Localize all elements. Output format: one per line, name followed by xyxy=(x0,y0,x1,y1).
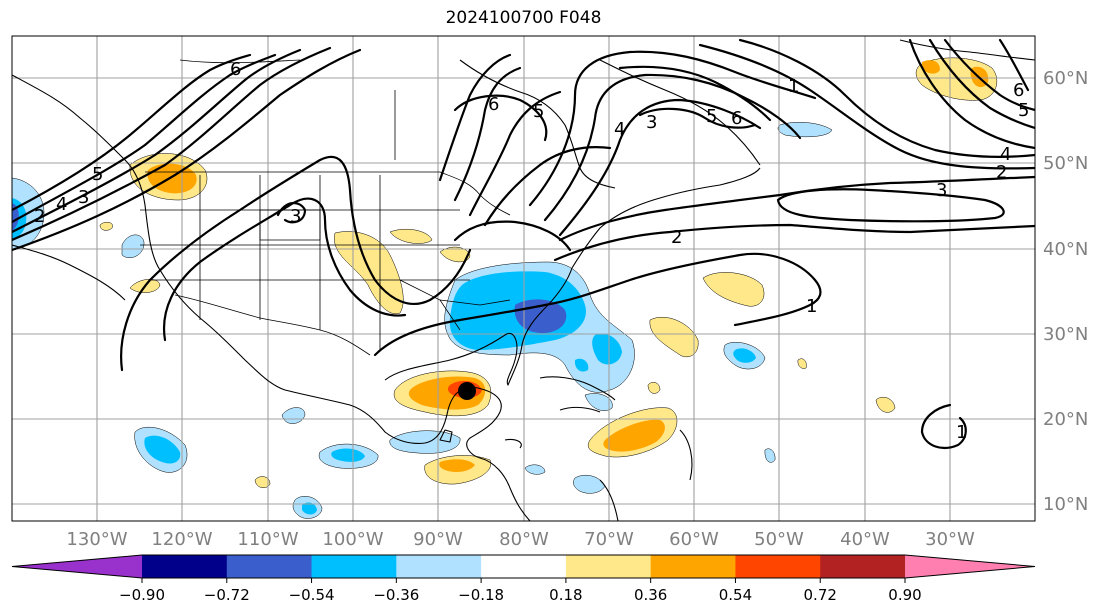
hurricane-center-marker xyxy=(458,382,476,400)
contour-label: 6 xyxy=(1013,80,1024,101)
contour-label: 5 xyxy=(1018,100,1029,121)
lon-label: 30°W xyxy=(925,529,975,550)
colorbar-tick-label: 0.18 xyxy=(549,586,582,604)
lat-label: 20°N xyxy=(1043,409,1088,430)
contour-label: 2 xyxy=(996,162,1007,183)
contour-label: 3 xyxy=(646,112,657,133)
contour-label: 6 xyxy=(230,59,241,80)
lon-label: 40°W xyxy=(840,529,890,550)
contour-label-group: 6 5 3 4 2 3 6 5 4 3 5 6 3 1 2 1 4 2 6 5 … xyxy=(34,59,1029,443)
colorbar-segment xyxy=(311,555,397,578)
contour-label: 1 xyxy=(956,422,967,443)
lon-label: 50°W xyxy=(754,529,804,550)
contour-label: 3 xyxy=(290,206,301,227)
map-frame xyxy=(11,35,1036,522)
colorbar-segment xyxy=(481,555,567,578)
lon-label: 80°W xyxy=(499,529,549,550)
lon-label: 60°W xyxy=(669,529,719,550)
contour-lines xyxy=(12,38,1035,449)
lat-label: 40°N xyxy=(1043,239,1088,260)
colorbar-segment xyxy=(735,555,821,578)
contour-label: 2 xyxy=(34,206,45,227)
colorbar-tick-label: 0.90 xyxy=(888,586,921,604)
lon-label: 120°W xyxy=(151,529,212,550)
longitude-axis: 130°W 120°W 110°W 100°W 90°W 80°W 70°W 6… xyxy=(66,529,975,550)
latitude-axis: 60°N 50°N 40°N 30°N 20°N 10°N xyxy=(1043,68,1088,515)
contour-label: 5 xyxy=(706,106,717,127)
colorbar-segment xyxy=(565,555,652,578)
colorbar-tick-label: −0.72 xyxy=(204,586,250,604)
lat-label: 50°N xyxy=(1043,153,1088,174)
lat-label: 60°N xyxy=(1043,68,1088,89)
colorbar-segment xyxy=(12,555,142,578)
lon-label: 110°W xyxy=(237,529,298,550)
colorbar-tick-label: −0.90 xyxy=(119,586,165,604)
colorbar-tick-label: 0.36 xyxy=(634,586,667,604)
contour-label: 6 xyxy=(488,94,499,115)
colorbar-tick-label: −0.36 xyxy=(373,586,419,604)
coastlines xyxy=(12,39,1035,521)
colorbar-tick-label: 0.72 xyxy=(804,586,837,604)
lat-label: 10°N xyxy=(1043,494,1088,515)
contour-label: 4 xyxy=(614,119,625,140)
graticule xyxy=(12,36,1035,521)
colorbar-segment xyxy=(142,555,228,578)
map-title: 2024100700 F048 xyxy=(445,8,602,28)
contour-label: 5 xyxy=(92,164,103,185)
contour-label: 1 xyxy=(806,296,817,317)
lon-label: 100°W xyxy=(322,529,383,550)
contour-label: 6 xyxy=(731,108,742,129)
lat-label: 30°N xyxy=(1043,324,1088,345)
colorbar: −0.90 −0.72 −0.54 −0.36 −0.18 0.18 0.36 0.54 0.7… xyxy=(11,554,1036,604)
contour-label: 5 xyxy=(533,101,544,122)
anomaly-shading xyxy=(12,57,998,519)
contour-label: 3 xyxy=(78,187,89,208)
colorbar-tick-label: −0.54 xyxy=(289,586,335,604)
contour-label: 4 xyxy=(1000,144,1011,165)
contour-label: 2 xyxy=(671,227,682,248)
colorbar-segment xyxy=(226,555,313,578)
colorbar-tick-label: 0.54 xyxy=(719,586,752,604)
colorbar-tick-label: −0.18 xyxy=(458,586,504,604)
lon-label: 70°W xyxy=(584,529,634,550)
colorbar-segment xyxy=(820,555,906,578)
contour-label: 4 xyxy=(56,194,67,215)
colorbar-segment xyxy=(396,555,482,578)
contour-label: 3 xyxy=(936,180,947,201)
colorbar-segment xyxy=(905,555,1035,578)
contour-label: 1 xyxy=(788,76,799,97)
colorbar-segment xyxy=(650,555,736,578)
lon-label: 90°W xyxy=(413,529,463,550)
lon-label: 130°W xyxy=(66,529,127,550)
